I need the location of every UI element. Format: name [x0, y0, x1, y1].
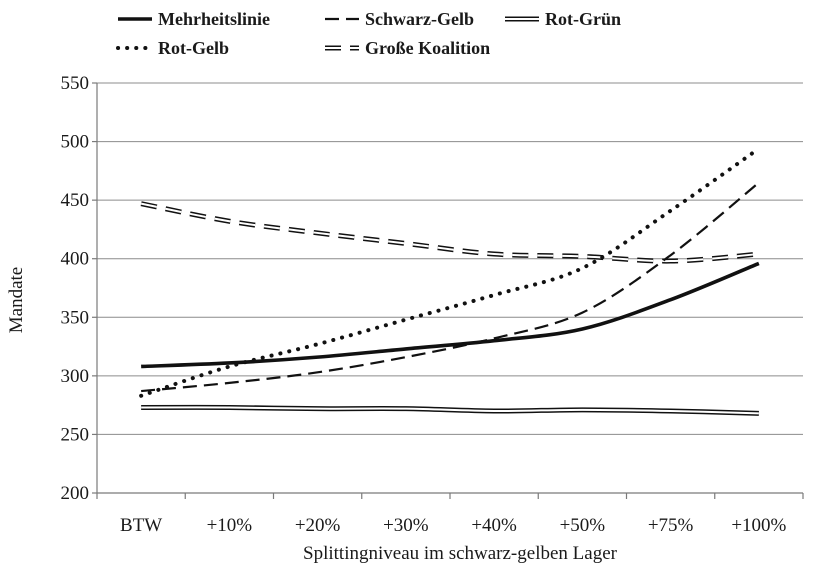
y-tick-label: 400	[61, 249, 90, 270]
y-tick-label: 250	[61, 424, 90, 445]
x-tick-label: +50%	[560, 515, 606, 536]
y-tick-label: 200	[61, 483, 90, 504]
gridlines	[97, 82, 803, 435]
y-tick-label: 350	[61, 307, 90, 328]
legend-item: Schwarz-Gelb	[325, 9, 474, 29]
x-tick-labels: BTW +10% +20% +30% +40% +50% +75% +100%	[120, 515, 787, 536]
x-tick-label: +100%	[731, 515, 786, 536]
series-line	[141, 181, 760, 393]
x-tick-label: +20%	[295, 515, 341, 536]
series-line	[139, 146, 761, 398]
series-path	[140, 201, 760, 264]
y-tick-label: 500	[61, 132, 90, 153]
legend-label: Große Koalition	[365, 38, 490, 58]
series-path	[141, 261, 760, 369]
y-tick-label: 450	[61, 190, 90, 211]
data-series	[139, 146, 761, 416]
series-path	[139, 146, 761, 398]
legend: Mehrheitslinie Schwarz-Gelb Rot-Grün Rot-Ge…	[116, 9, 621, 58]
legend-label: Rot-Grün	[545, 9, 621, 29]
x-tick-label: +30%	[383, 515, 429, 536]
x-axis-title: Splittingniveau im schwarz-gelben Lager	[303, 543, 618, 564]
y-tick-labels: 200 250 300 350 400 450 500 550	[61, 73, 90, 504]
legend-label: Schwarz-Gelb	[365, 9, 474, 29]
series-path-inner	[141, 406, 759, 415]
series-line	[140, 201, 760, 264]
x-tick-label: BTW	[120, 515, 162, 536]
axes	[92, 82, 804, 499]
legend-item: Mehrheitslinie	[118, 9, 270, 29]
series-line	[141, 261, 760, 369]
series-line	[141, 404, 759, 416]
y-tick-label: 550	[61, 73, 90, 94]
legend-label: Rot-Gelb	[158, 38, 229, 58]
x-tick-label: +10%	[207, 515, 253, 536]
series-path-inner	[140, 202, 759, 263]
y-tick-label: 300	[61, 366, 90, 387]
legend-label: Mehrheitslinie	[158, 9, 270, 29]
series-path	[141, 181, 760, 393]
y-axis-title: Mandate	[6, 267, 27, 333]
legend-item: Große Koalition	[325, 38, 490, 58]
legend-item: Rot-Gelb	[116, 38, 229, 58]
x-tick-label: +75%	[648, 515, 694, 536]
legend-item: Rot-Grün	[505, 9, 621, 29]
x-tick-label: +40%	[471, 515, 517, 536]
